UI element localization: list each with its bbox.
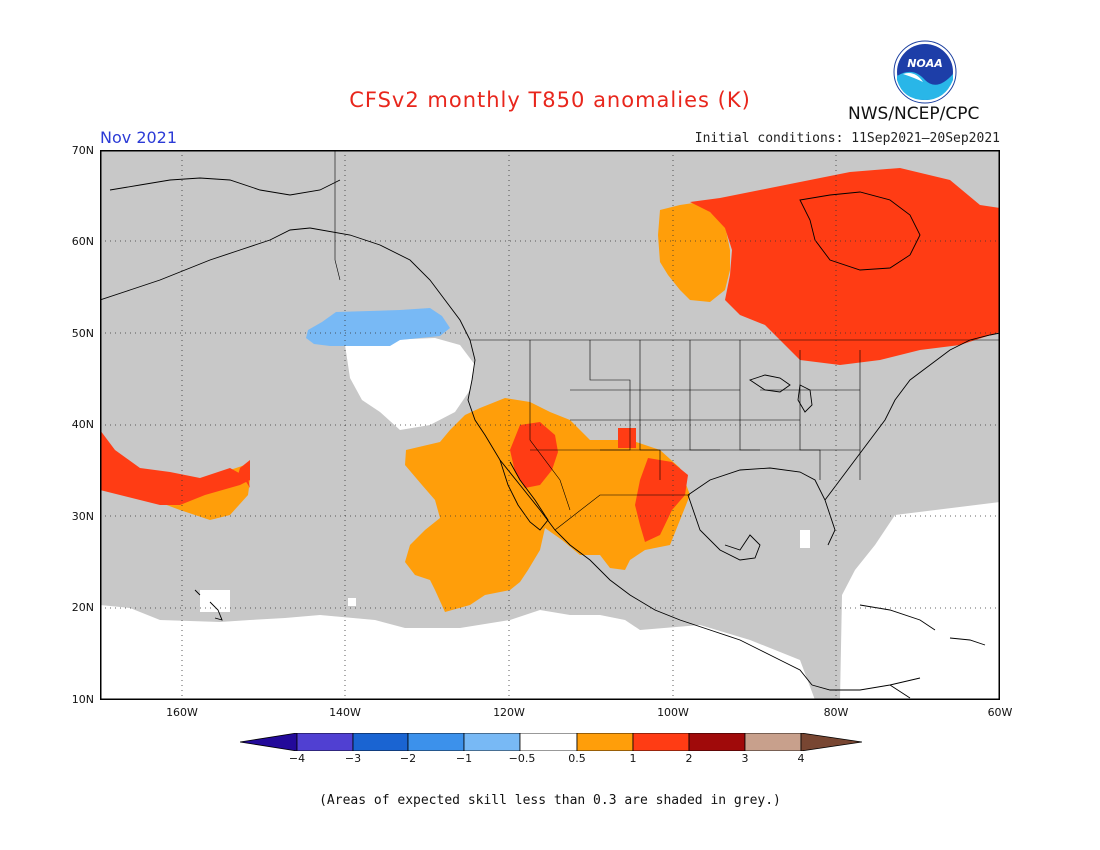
- coastlines: [100, 177, 1000, 699]
- lon-label-80w: 80W: [823, 706, 849, 719]
- footnote: (Areas of expected skill less than 0.3 a…: [319, 793, 781, 808]
- graticule: [100, 150, 1000, 700]
- anomaly-map: [100, 150, 1000, 700]
- initial-conditions: Initial conditions: 11Sep2021–20Sep2021: [694, 131, 1000, 146]
- lat-label-20n: 20N: [71, 601, 94, 614]
- neutral-region-pacific: [345, 338, 475, 430]
- lat-label-40n: 40N: [71, 418, 94, 431]
- colorbar: [240, 733, 862, 751]
- colorbar-tick: 2: [685, 752, 693, 765]
- hot-anomaly-southwest: [510, 422, 558, 488]
- agency-label: NWS/NCEP/CPC: [848, 104, 980, 124]
- warm-anomaly-canada: [658, 202, 730, 302]
- lat-label-60n: 60N: [71, 235, 94, 248]
- political-borders: [334, 150, 1000, 531]
- colorbar-tick: −4: [288, 752, 306, 765]
- lat-label-10n: 10N: [71, 693, 94, 706]
- lon-label-100w: 100W: [657, 706, 689, 719]
- lon-label-160w: 160W: [166, 706, 198, 719]
- colorbar-tick: 0.5: [568, 752, 586, 765]
- hot-anomaly-canada: [690, 168, 1000, 365]
- lat-label-30n: 30N: [71, 510, 94, 523]
- colorbar-tick: 3: [741, 752, 749, 765]
- colorbar-tick: 1: [629, 752, 637, 765]
- colorbar-tick: −2: [399, 752, 417, 765]
- forecast-month: Nov 2021: [100, 128, 178, 147]
- colorbar-tick: −0.5: [508, 752, 536, 765]
- lon-label-140w: 140W: [329, 706, 361, 719]
- map-frame: [100, 150, 1000, 700]
- colorbar-tick: −1: [455, 752, 473, 765]
- chart-title: CFSv2 monthly T850 anomalies (K): [349, 88, 751, 112]
- svg-text:NOAA: NOAA: [907, 57, 943, 70]
- cool-anomaly-region: [306, 308, 450, 346]
- colorbar-tick: 4: [797, 752, 805, 765]
- colorbar-arrow-left: [240, 733, 298, 751]
- lat-label-70n: 70N: [71, 144, 94, 157]
- warm-anomaly-southwest: [405, 398, 690, 612]
- hot-anomaly-pacific: [100, 430, 250, 505]
- lat-label-50n: 50N: [71, 327, 94, 340]
- colorbar-arrow-right: [800, 733, 862, 751]
- lon-label-60w: 60W: [987, 706, 1013, 719]
- noaa-logo: NOAA: [893, 40, 957, 104]
- lon-label-120w: 120W: [493, 706, 525, 719]
- colorbar-tick: −3: [344, 752, 362, 765]
